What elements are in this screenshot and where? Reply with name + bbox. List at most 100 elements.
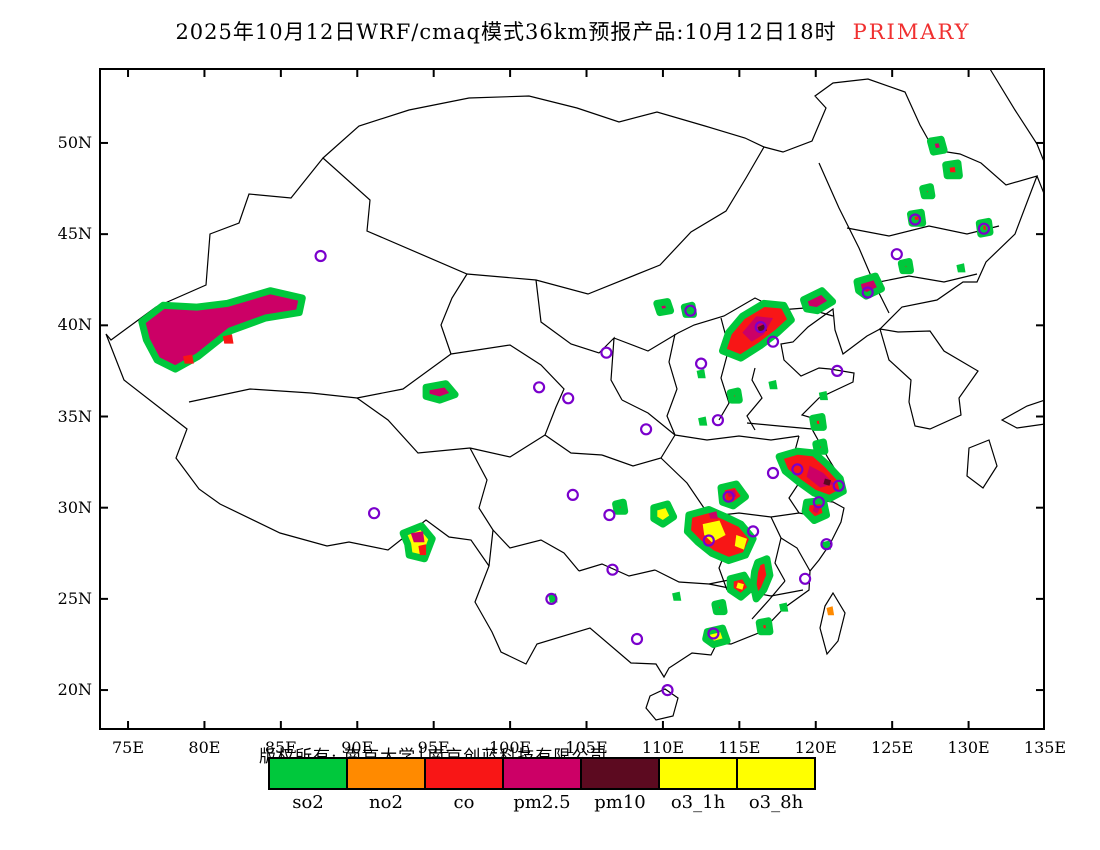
russia-coast-hint xyxy=(989,68,1045,197)
pollutant-blob-shaoguan-dot xyxy=(711,599,728,616)
pollutant-blob-shenyang xyxy=(853,272,885,300)
pollutant-blob-chengde-liaoxi xyxy=(800,287,837,315)
hainan-island xyxy=(645,688,679,721)
taiwan-island xyxy=(819,591,846,656)
pollutant-blob-se-tibet-core xyxy=(410,531,425,543)
pollutant-blob-suihua-dot xyxy=(919,183,936,200)
pollutant-blob-heilongjiang-north xyxy=(926,135,948,156)
pollutant-blob-wuling-o3 xyxy=(650,500,678,528)
pollutant-blob-tarim-speck-1 xyxy=(183,354,194,364)
pollutant-blob-taiyuan-dot xyxy=(696,369,706,379)
basemap-borders xyxy=(105,68,1045,721)
pollutant-blob-se-tibet-red xyxy=(418,544,427,556)
pollutant-blob-guilin-dot xyxy=(672,591,682,601)
x-axis-label: 95E xyxy=(417,738,450,757)
city-marker xyxy=(831,364,844,377)
legend-swatch xyxy=(424,757,504,790)
pollutant-blob-jinan-dot xyxy=(768,380,778,390)
y-axis-label: 25N xyxy=(57,588,92,608)
pollutant-blob-minxi-string xyxy=(749,555,774,603)
pollutant-blob-yueyang-core xyxy=(708,511,718,519)
china-outline xyxy=(105,78,1038,679)
city-marker xyxy=(977,222,991,235)
x-axis-label: 125E xyxy=(871,738,914,757)
legend-label: pm10 xyxy=(594,792,646,813)
x-axis-label: 120E xyxy=(794,738,837,757)
city-marker xyxy=(600,346,613,359)
city-marker xyxy=(566,488,579,501)
city-marker xyxy=(711,414,725,427)
pollutant-blob-yancheng-dot xyxy=(812,438,829,455)
legend-item-o3_8h: o3_8h xyxy=(736,757,816,813)
pollutant-blob-taiwan-dot xyxy=(826,606,835,616)
legend-item-pm10: pm10 xyxy=(580,757,660,813)
china-forecast-map xyxy=(99,68,1045,730)
city-marker xyxy=(832,479,845,492)
y-axis-label: 35N xyxy=(57,406,92,426)
korea-coastline xyxy=(879,328,979,430)
city-marker xyxy=(684,304,697,317)
city-marker xyxy=(533,381,546,394)
legend-swatch xyxy=(736,757,816,790)
pollutant-blob-subei-dot xyxy=(809,413,827,431)
city-marker xyxy=(545,592,558,606)
city-marker xyxy=(908,213,922,226)
city-marker xyxy=(722,490,735,503)
title-primary-tag: PRIMARY xyxy=(852,20,971,44)
x-axis-label: 90E xyxy=(341,738,374,757)
city-marker xyxy=(820,538,833,551)
page-title: 2025年10月12日WRF/cmaq模式36km预报产品:10月12日18时 P… xyxy=(100,16,1046,46)
city-marker xyxy=(694,357,708,370)
x-axis-label: 75E xyxy=(112,738,145,757)
y-axis-label: 40N xyxy=(57,315,92,335)
axis-ticks-layer xyxy=(100,69,1045,729)
x-axis-label: 135E xyxy=(1023,738,1067,757)
legend-swatch xyxy=(580,757,660,790)
pollutant-blob-se-tibet xyxy=(399,522,436,563)
pollutant-blob-anyang-dot xyxy=(726,387,743,404)
city-marker xyxy=(766,466,780,480)
pollutant-blob-jilin-dot xyxy=(897,258,914,275)
legend: so2 no2 co pm2.5 pm10 o3_1h o3_8h xyxy=(268,757,816,813)
pollutant-blob-chongqing-dot xyxy=(612,498,629,515)
x-axis-label: 115E xyxy=(718,738,761,757)
legend-label: co xyxy=(453,792,475,813)
legend-item-so2: so2 xyxy=(268,757,348,813)
city-marker xyxy=(368,507,381,520)
x-axis-label: 130E xyxy=(947,738,990,757)
legend-item-no2: no2 xyxy=(346,757,426,813)
city-marker xyxy=(754,321,767,334)
pollutant-blob-heilongjiang-mid xyxy=(942,159,963,180)
y-axis-label: 30N xyxy=(57,497,92,517)
map-area: 版权所有: 南京大学│南京创蓝科技有限公司 xyxy=(99,68,1045,767)
legend-swatch xyxy=(658,757,738,790)
city-marker xyxy=(890,248,903,261)
japan-honshu-sliver xyxy=(1000,399,1045,429)
y-axis-label: 50N xyxy=(57,132,92,152)
pollutant-blob-yanbian-dot xyxy=(956,263,966,273)
city-marker xyxy=(798,572,812,585)
city-marker xyxy=(314,249,327,263)
city-marker xyxy=(702,534,715,547)
legend-swatch xyxy=(502,757,582,790)
city-marker xyxy=(861,286,874,299)
city-marker xyxy=(603,508,616,522)
city-marker xyxy=(661,683,674,697)
legend-swatch xyxy=(346,757,426,790)
pollutant-blob-tarim-basin xyxy=(138,287,306,373)
city-marker xyxy=(562,392,575,405)
city-marker xyxy=(791,463,804,476)
city-marker xyxy=(707,627,720,640)
pollutant-blob-chaoshan-dot xyxy=(755,617,774,636)
legend-label: o3_8h xyxy=(748,792,804,813)
legend-label: so2 xyxy=(292,792,324,813)
legend-label: pm2.5 xyxy=(513,792,571,813)
pollutant-blob-qaidam xyxy=(422,380,459,404)
pollutant-blob-nanchang-o3 xyxy=(734,535,747,550)
legend-swatch xyxy=(268,757,348,790)
pollutant-blob-shanghai-core xyxy=(823,478,831,486)
x-axis-label: 80E xyxy=(188,738,221,757)
pollutant-blobs-layer xyxy=(138,135,994,648)
pollutant-blob-tarim-speck-2 xyxy=(222,334,234,344)
